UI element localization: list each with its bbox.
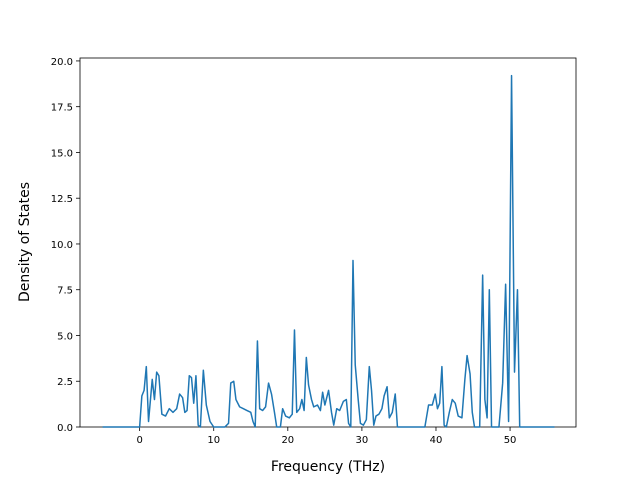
y-tick-label: 12.5 — [51, 194, 73, 205]
y-tick-label: 0.0 — [57, 423, 73, 434]
x-axis-label: Frequency (THz) — [271, 459, 385, 475]
y-tick-label: 17.5 — [51, 103, 73, 114]
x-tick-label: 50 — [504, 435, 517, 446]
dos-line — [102, 74, 555, 428]
y-tick-label: 10.0 — [51, 240, 73, 251]
y-tick-label: 15.0 — [51, 148, 73, 159]
y-tick-label: 5.0 — [57, 331, 73, 342]
y-tick-label: 7.5 — [57, 286, 73, 297]
x-tick-label: 20 — [281, 435, 294, 446]
x-tick-label: 10 — [207, 435, 220, 446]
x-tick-label: 0 — [136, 435, 142, 446]
y-axis-label: Density of States — [17, 182, 33, 302]
x-tick-label: 40 — [430, 435, 443, 446]
x-tick-label: 30 — [356, 435, 369, 446]
y-tick-label: 20.0 — [51, 57, 73, 68]
plot-frame — [79, 57, 577, 428]
y-tick-label: 2.5 — [57, 377, 73, 388]
